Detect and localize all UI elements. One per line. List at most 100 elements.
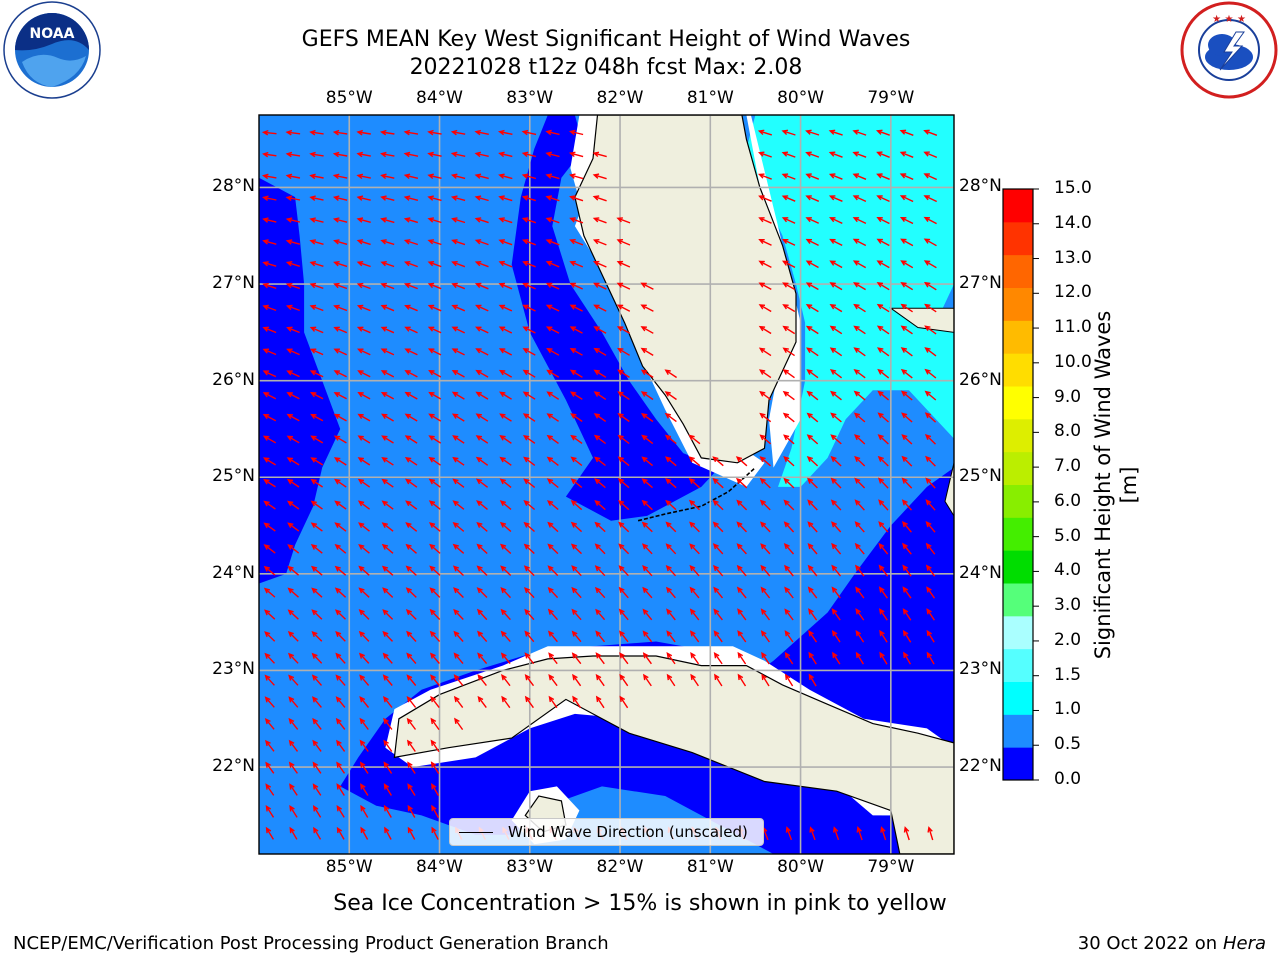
wind-wave-arrow (829, 325, 843, 335)
wind-wave-arrow (855, 651, 864, 665)
wind-wave-arrow (805, 260, 819, 269)
wind-wave-arrow (781, 260, 796, 269)
colorbar-tick-label: 1.0 (1054, 699, 1082, 720)
wind-wave-arrow (899, 195, 914, 203)
wind-wave-arrow (806, 412, 819, 423)
wind-wave-arrow (714, 673, 723, 687)
wind-wave-arrow (309, 217, 324, 223)
wind-wave-arrow (759, 412, 772, 423)
wind-wave-arrow (665, 499, 677, 511)
wind-wave-arrow (640, 412, 654, 423)
colorbar (1002, 188, 1039, 781)
colorbar-tick-label: 0.0 (1054, 769, 1082, 789)
wind-wave-arrow (358, 652, 370, 664)
wind-wave-arrow (713, 651, 723, 665)
wind-wave-arrow (524, 695, 534, 709)
wind-wave-arrow (264, 631, 276, 642)
colorbar-tick-label: 15.0 (1054, 178, 1092, 198)
wind-wave-arrow (664, 369, 677, 379)
wind-wave-arrow (569, 326, 583, 334)
wind-wave-arrow (498, 195, 513, 202)
wind-wave-arrow (545, 129, 560, 136)
wind-wave-arrow (406, 674, 417, 686)
cuba-land (393, 655, 954, 854)
wind-wave-arrow (333, 239, 348, 245)
wind-wave-arrow (618, 543, 630, 555)
wind-wave-arrow (427, 282, 442, 290)
wind-wave-arrow (828, 151, 843, 158)
wind-wave-arrow (380, 195, 395, 201)
wind-wave-arrow (286, 392, 300, 400)
wind-wave-arrow (404, 326, 418, 334)
wind-wave-arrow (289, 826, 298, 840)
wind-wave-arrow (334, 522, 347, 532)
wind-wave-arrow (524, 673, 535, 687)
wind-wave-arrow (900, 368, 913, 379)
wind-wave-arrow (829, 260, 843, 269)
wind-wave-arrow (616, 217, 631, 224)
colorbar-tick-label: 0.5 (1054, 734, 1082, 755)
wind-wave-arrow (334, 478, 347, 488)
footer-host: Hera (1222, 933, 1266, 954)
wind-wave-arrow (593, 413, 607, 422)
wind-wave-arrow (878, 542, 889, 555)
wind-wave-arrow (309, 282, 324, 290)
wind-wave-arrow (784, 586, 794, 599)
wind-wave-arrow (309, 261, 324, 267)
colorbar-segment (1003, 747, 1033, 781)
colorbar-tick-label: 4.0 (1054, 560, 1082, 581)
wind-wave-arrow (287, 630, 299, 642)
wind-wave-arrow (666, 651, 676, 665)
wind-wave-arrow (380, 173, 395, 180)
chart-subtitle: 20221028 t12z 048h fcst Max: 2.08 (409, 55, 803, 80)
wind-wave-arrow (736, 564, 747, 577)
wind-wave-arrow (403, 261, 418, 268)
wind-wave-arrow (854, 477, 866, 489)
wind-wave-arrow (924, 412, 937, 423)
wind-wave-arrow (356, 129, 371, 136)
wind-wave-arrow (880, 826, 887, 841)
colorbar-segment (1003, 320, 1033, 354)
wind-wave-arrow (404, 370, 418, 378)
wind-wave-arrow (617, 391, 630, 400)
wind-wave-arrow (828, 195, 843, 202)
wind-wave-arrow (877, 455, 889, 467)
wind-wave-arrow (572, 695, 582, 709)
wind-wave-arrow (430, 717, 440, 731)
wind-wave-arrow (405, 500, 418, 510)
wind-wave-arrow (712, 543, 724, 555)
wind-wave-arrow (736, 543, 747, 555)
wind-wave-arrow (521, 173, 537, 180)
wind-wave-arrow (924, 325, 937, 335)
wind-wave-arrow (310, 522, 323, 532)
wind-wave-arrow (571, 652, 582, 665)
wind-wave-arrow (899, 129, 914, 136)
lat-label-right: 22°N (959, 756, 1002, 777)
wind-wave-arrow (641, 499, 653, 511)
wind-wave-arrow (383, 717, 393, 730)
wind-wave-arrow (925, 520, 936, 533)
wind-wave-arrow (546, 478, 559, 489)
wind-wave-arrow (758, 239, 772, 246)
wind-wave-arrow (523, 500, 536, 511)
wind-wave-arrow (878, 477, 889, 489)
wind-wave-arrow (429, 652, 440, 664)
wind-wave-arrow (878, 608, 888, 621)
wind-wave-arrow (288, 696, 299, 708)
wind-wave-arrow (429, 565, 441, 576)
wind-wave-arrow (736, 586, 747, 599)
wind-wave-arrow (925, 477, 936, 489)
wind-wave-arrow (876, 303, 890, 313)
wind-wave-arrow (852, 129, 867, 136)
wind-wave-arrow (380, 239, 395, 246)
wind-wave-arrow (476, 521, 488, 532)
wind-wave-arrow (924, 347, 937, 357)
wind-wave-arrow (287, 587, 299, 598)
wind-wave-arrow (735, 456, 748, 467)
wind-wave-arrow (357, 478, 371, 488)
wind-wave-arrow (758, 217, 772, 224)
noaa-logo-icon: NOAA (3, 1, 101, 99)
wind-wave-arrow (285, 282, 301, 290)
wind-wave-arrow (499, 413, 512, 422)
wind-wave-arrow (403, 129, 419, 136)
